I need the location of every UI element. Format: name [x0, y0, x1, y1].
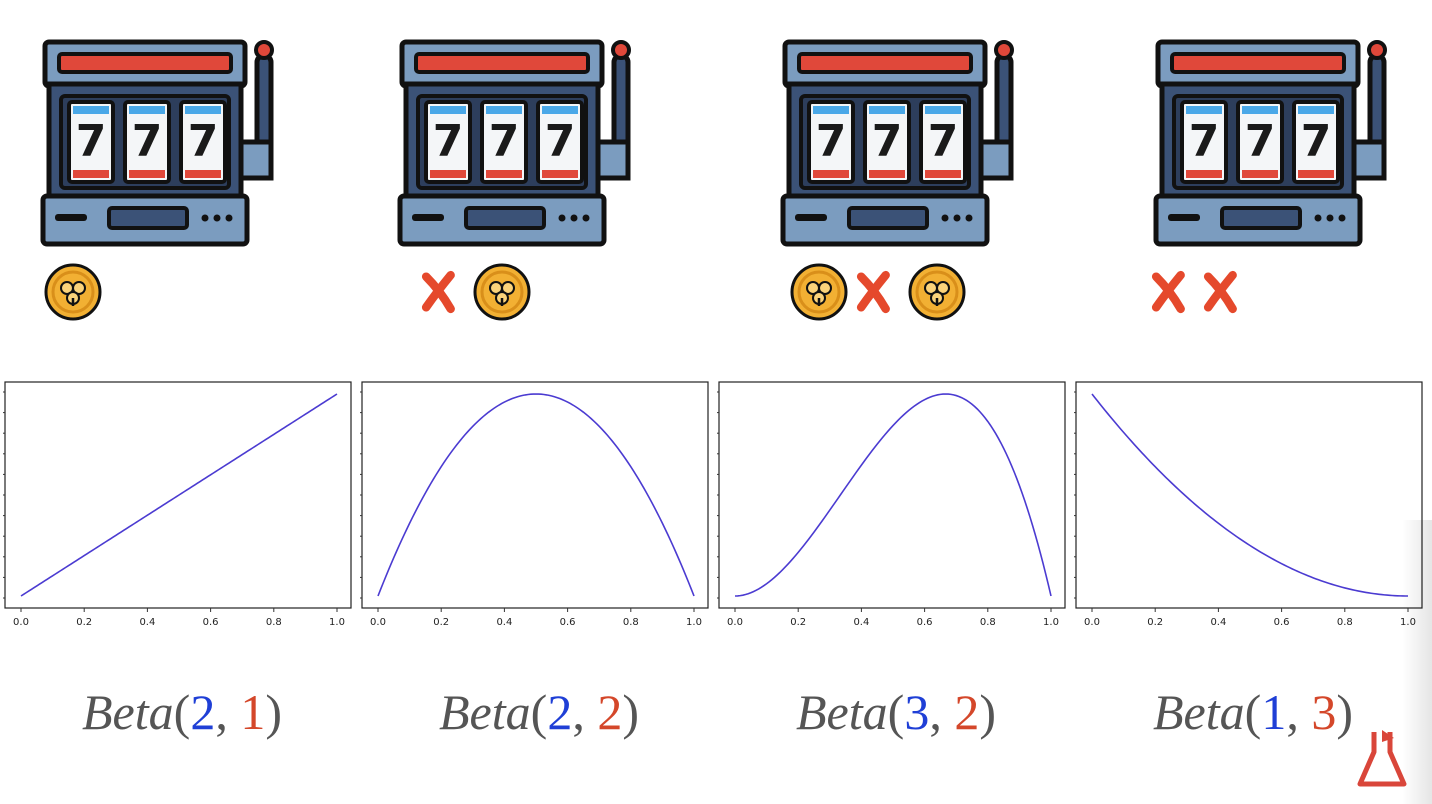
x-tick-label: 1.0 [329, 617, 345, 628]
reel-digit: 7 [816, 116, 847, 167]
beta-caption: Beta(3, 2) [796, 684, 996, 740]
x-tick-label: 0.8 [980, 617, 996, 628]
reel-digit: 7 [188, 116, 219, 167]
beta-caption: Beta(2, 1) [82, 684, 282, 740]
beta-chart: 0.0 0.2 0.4 0.6 0.8 1.0 [360, 381, 709, 628]
reel-digit: 7 [1301, 116, 1332, 167]
beta-pdf-line [377, 393, 695, 597]
beta-alpha: 2 [547, 684, 573, 740]
beta-caption: Beta(1, 3) [1153, 684, 1353, 740]
x-tick-label: 0.4 [496, 617, 512, 628]
x-tick-label: 1.0 [686, 617, 702, 628]
beta-pdf-line [734, 393, 1052, 597]
edge-shadow [1402, 520, 1432, 804]
reel-digit: 7 [1245, 116, 1276, 167]
x-tick-label: 0.6 [203, 617, 219, 628]
x-tick-label: 0.6 [1274, 617, 1290, 628]
panel-3: 7 7 7 0.0 0.2 0.4 0.6 0.8 1.0 Beta(3, 2) [717, 0, 1075, 804]
panel-1: 7 7 7 0.0 0.2 0.4 0.6 0.8 1.0 Beta(2, 1) [3, 0, 361, 804]
outcome-row [789, 262, 967, 322]
coin-icon [44, 263, 102, 321]
x-tick-label: 0.6 [560, 617, 576, 628]
cross-icon [421, 270, 455, 314]
beta-pdf-line [1091, 393, 1409, 597]
reel-digit: 7 [433, 116, 464, 167]
beta-pdf-line [20, 393, 338, 597]
coin-icon [473, 263, 531, 321]
beta-beta: 1 [240, 684, 266, 740]
reel-digit: 7 [76, 116, 107, 167]
x-tick-label: 0.0 [727, 617, 743, 628]
slot-machine-icon: 7 7 7 [1153, 39, 1387, 247]
beta-fn: Beta [1153, 684, 1245, 740]
slot-machine-icon: 7 7 7 [40, 39, 274, 247]
reel-digit: 7 [545, 116, 576, 167]
x-tick-label: 0.0 [1084, 617, 1100, 628]
outcome-row [420, 262, 532, 322]
cross-icon [1151, 270, 1185, 314]
beta-beta: 3 [1311, 684, 1337, 740]
reel-digit: 7 [1189, 116, 1220, 167]
reel-digit: 7 [872, 116, 903, 167]
beta-fn: Beta [82, 684, 174, 740]
coin-icon [790, 263, 848, 321]
x-tick-label: 1.0 [1043, 617, 1059, 628]
cross-icon [1203, 270, 1237, 314]
reel-digit: 7 [132, 116, 163, 167]
plot-frame [1075, 381, 1423, 609]
x-tick-label: 0.2 [433, 617, 449, 628]
beta-caption: Beta(2, 2) [439, 684, 639, 740]
coin-icon [908, 263, 966, 321]
beta-fn: Beta [796, 684, 888, 740]
slot-machine-icon: 7 7 7 [780, 39, 1014, 247]
beta-alpha: 2 [190, 684, 216, 740]
beta-fn: Beta [439, 684, 531, 740]
reel-digit: 7 [489, 116, 520, 167]
beta-chart: 0.0 0.2 0.4 0.6 0.8 1.0 [3, 381, 352, 628]
x-tick-label: 0.4 [1210, 617, 1226, 628]
slot-machine-icon: 7 7 7 [397, 39, 631, 247]
x-tick-label: 0.8 [266, 617, 282, 628]
beta-beta: 2 [954, 684, 980, 740]
plot-frame [361, 381, 709, 609]
x-tick-label: 0.0 [370, 617, 386, 628]
outcome-row [1150, 262, 1248, 322]
beta-beta: 2 [597, 684, 623, 740]
x-tick-label: 0.2 [790, 617, 806, 628]
x-tick-label: 0.4 [853, 617, 869, 628]
x-tick-label: 0.0 [13, 617, 29, 628]
reel-digit: 7 [928, 116, 959, 167]
beta-chart: 0.0 0.2 0.4 0.6 0.8 1.0 [1074, 381, 1423, 628]
x-tick-label: 0.8 [1337, 617, 1353, 628]
panel-2: 7 7 7 0.0 0.2 0.4 0.6 0.8 1.0 Beta(2, 2) [360, 0, 718, 804]
x-tick-label: 0.2 [76, 617, 92, 628]
beta-alpha: 1 [1261, 684, 1287, 740]
x-tick-label: 0.8 [623, 617, 639, 628]
x-tick-label: 1.0 [1400, 617, 1416, 628]
x-tick-label: 0.4 [139, 617, 155, 628]
x-tick-label: 0.6 [917, 617, 933, 628]
panel-4: 7 7 7 0.0 0.2 0.4 0.6 0.8 1.0 Beta(1, 3) [1074, 0, 1432, 804]
beta-alpha: 3 [904, 684, 930, 740]
beta-chart: 0.0 0.2 0.4 0.6 0.8 1.0 [717, 381, 1066, 628]
cross-icon [856, 270, 890, 314]
plot-frame [718, 381, 1066, 609]
flask-icon [1357, 730, 1407, 787]
x-tick-label: 0.2 [1147, 617, 1163, 628]
outcome-row [43, 262, 103, 322]
